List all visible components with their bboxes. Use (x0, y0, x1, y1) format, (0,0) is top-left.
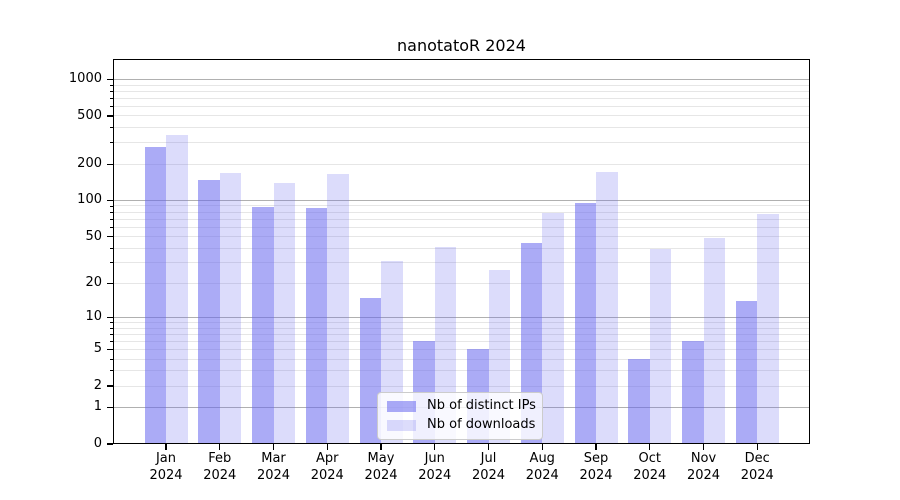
y-axis-tick-label-20: 20 (85, 275, 102, 291)
x-axis-label-year: 2024 (579, 468, 613, 483)
x-axis-tick-oct (649, 444, 651, 450)
legend-swatch-distinct-ips (387, 400, 416, 412)
x-axis-label-year: 2024 (471, 468, 506, 483)
x-axis-tick-aug (541, 444, 543, 450)
x-axis-label-year: 2024 (740, 468, 774, 483)
x-axis-label-jul: Jul 2024 (457, 450, 521, 484)
x-axis-tick-feb (219, 444, 221, 450)
x-axis-label-year: 2024 (310, 468, 344, 483)
y-axis-tick-label-500: 500 (77, 107, 102, 123)
x-axis-label-month: Feb (208, 451, 232, 466)
x-axis-label-may: May 2024 (349, 450, 413, 484)
x-axis-label-year: 2024 (256, 468, 291, 483)
x-axis-label-year: 2024 (525, 468, 559, 483)
x-axis-label-mar: Mar 2024 (242, 450, 306, 484)
x-axis-label-sep: Sep 2024 (564, 450, 628, 484)
x-axis-label-apr: Apr 2024 (295, 450, 359, 484)
x-axis-tick-nov (702, 444, 705, 450)
x-axis-label-oct: Oct 2024 (618, 450, 682, 484)
chart-title: nanotatoR 2024 (397, 36, 526, 55)
x-axis-tick-jun (434, 444, 436, 450)
x-axis-label-year: 2024 (149, 468, 183, 483)
x-axis-label-month: Jun (424, 451, 445, 466)
x-axis-label-month: Jan (155, 451, 177, 466)
x-axis-label-year: 2024 (203, 468, 237, 483)
x-axis-label-month: Mar (261, 451, 286, 466)
y-axis-tick-label-10: 10 (85, 309, 102, 325)
x-axis-tick-may (380, 444, 382, 450)
x-axis-label-month: May (367, 451, 395, 466)
x-axis-label-month: Dec (744, 451, 770, 466)
x-axis-label-month: Nov (690, 451, 717, 466)
x-axis-tick-jul (487, 444, 490, 450)
y-axis-tick-label-50: 50 (85, 228, 102, 244)
legend-label-distinct-ips: Nb of distinct IPs (427, 398, 536, 413)
y-axis-tick-label-5: 5 (93, 341, 102, 357)
x-axis-label-year: 2024 (364, 468, 398, 483)
y-axis-tick-label-1: 1 (93, 399, 102, 415)
x-axis-label-year: 2024 (633, 468, 667, 483)
x-axis-label-month: Aug (529, 451, 555, 466)
x-axis-label-month: Sep (583, 451, 609, 466)
x-axis-label-feb: Feb 2024 (188, 450, 252, 484)
x-axis-label-year: 2024 (418, 468, 452, 483)
x-axis-label-jun: Jun 2024 (403, 450, 467, 484)
x-axis-tick-dec (756, 444, 758, 450)
plot-border (113, 59, 810, 444)
y-axis-tick-label-200: 200 (77, 156, 102, 172)
x-axis-label-dec: Dec 2024 (725, 450, 789, 484)
x-axis-tick-jan (165, 444, 167, 450)
legend-swatch-downloads (387, 419, 416, 431)
legend-item-distinct-ips: Nb of distinct IPs (387, 398, 536, 414)
y-axis-tick-label-100: 100 (77, 192, 102, 208)
legend-item-downloads: Nb of downloads (387, 417, 536, 433)
legend: Nb of distinct IPs Nb of downloads (377, 392, 543, 440)
y-axis-tick-label-1000: 1000 (68, 71, 102, 87)
x-axis-label-aug: Aug 2024 (510, 450, 574, 484)
x-axis-label-month: Jul (480, 451, 497, 466)
x-axis-tick-sep (595, 444, 597, 450)
x-axis-label-month: Apr (316, 451, 339, 466)
x-axis-label-year: 2024 (686, 468, 721, 483)
x-axis-tick-mar (272, 444, 275, 450)
x-axis-tick-apr (326, 444, 328, 450)
x-axis-label-nov: Nov 2024 (672, 450, 736, 484)
x-axis-label-jan: Jan 2024 (134, 450, 198, 484)
legend-label-downloads: Nb of downloads (427, 417, 536, 432)
y-axis-tick-label-0: 0 (93, 436, 102, 451)
y-axis-tick-label-2: 2 (93, 378, 102, 394)
x-axis-label-month: Oct (638, 451, 661, 466)
